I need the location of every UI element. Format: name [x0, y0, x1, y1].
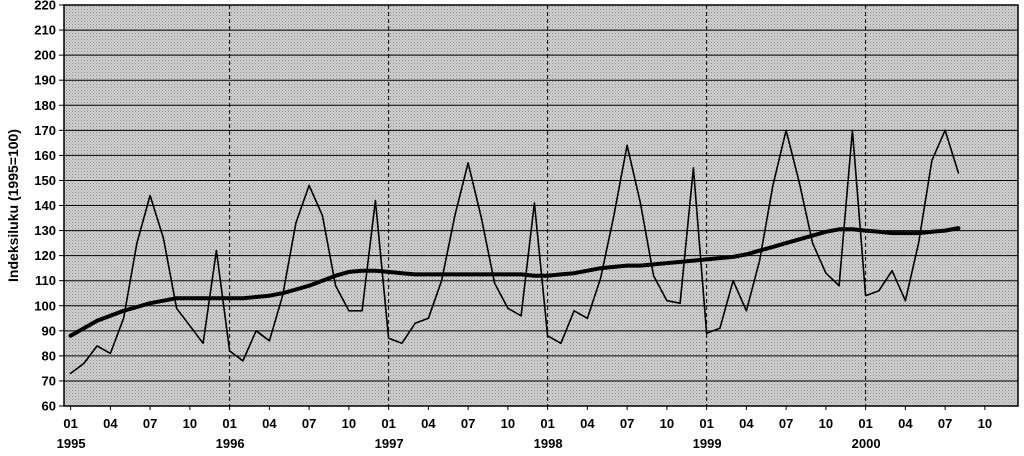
x-year-label: 1999: [693, 436, 722, 451]
y-tick-label: 70: [42, 373, 56, 388]
x-tick-label: 01: [699, 416, 713, 431]
y-tick-label: 80: [42, 348, 56, 363]
y-tick-label: 220: [34, 0, 56, 13]
x-tick-label: 04: [898, 416, 913, 431]
x-tick-label: 07: [143, 416, 157, 431]
series-lines: [68, 129, 961, 375]
x-tick-label: 07: [779, 416, 793, 431]
x-tick-label: 04: [262, 416, 277, 431]
x-year-label: 1997: [375, 436, 404, 451]
x-tick-label: 10: [501, 416, 515, 431]
x-year-label: 1998: [534, 436, 563, 451]
y-tick-label: 130: [34, 223, 56, 238]
x-tick-label: 04: [580, 416, 595, 431]
x-tick-label: 10: [342, 416, 356, 431]
x-tick-label: 07: [620, 416, 634, 431]
x-tick-label: 04: [421, 416, 436, 431]
x-year-label: 1995: [57, 436, 86, 451]
y-tick-label: 100: [34, 298, 56, 313]
x-tick-label: 04: [103, 416, 118, 431]
y-tick-label: 120: [34, 248, 56, 263]
x-tick-label: 07: [938, 416, 952, 431]
y-tick-label: 160: [34, 148, 56, 163]
y-axis-ticks: 60 70 80 90 100 110 120 130 140 150 160 170 180 190 20…: [34, 0, 64, 414]
x-tick-label: 07: [461, 416, 475, 431]
y-tick-label: 60: [42, 399, 56, 414]
y-tick-label: 190: [34, 73, 56, 88]
y-tick-label: 200: [34, 48, 56, 63]
x-year-label: 2000: [852, 436, 881, 451]
vertical-gridlines: [229, 5, 867, 406]
y-tick-label: 180: [34, 98, 56, 113]
y-tick-label: 170: [34, 123, 56, 138]
y-tick-label: 150: [34, 173, 56, 188]
x-tick-label: 10: [819, 416, 833, 431]
y-tick-label: 90: [42, 323, 56, 338]
x-tick-label: 10: [978, 416, 992, 431]
x-tick-label: 01: [858, 416, 872, 431]
x-tick-label: 10: [183, 416, 197, 431]
x-tick-label: 10: [660, 416, 674, 431]
x-axis-ticks: 01 04 07 10 01 04 07 10 01 04 07 10 01 04 07 10 01 04 07 10…: [63, 406, 992, 431]
x-tick-label: 04: [739, 416, 754, 431]
x-axis-year-labels: 1995 1996 1997 1998 1999 2000: [57, 436, 881, 451]
y-axis-title: Indeksiluku (1995=100): [5, 129, 21, 282]
x-tick-label: 01: [63, 416, 77, 431]
y-tick-label: 110: [35, 273, 56, 288]
x-tick-label: 01: [222, 416, 236, 431]
series-line-trend: [68, 226, 961, 338]
x-tick-label: 01: [540, 416, 554, 431]
x-year-label: 1996: [216, 436, 245, 451]
x-tick-label: 07: [302, 416, 316, 431]
y-tick-label: 140: [34, 198, 56, 213]
x-tick-label: 01: [381, 416, 395, 431]
y-tick-label: 210: [34, 23, 56, 38]
series-line-monthly: [69, 129, 960, 375]
